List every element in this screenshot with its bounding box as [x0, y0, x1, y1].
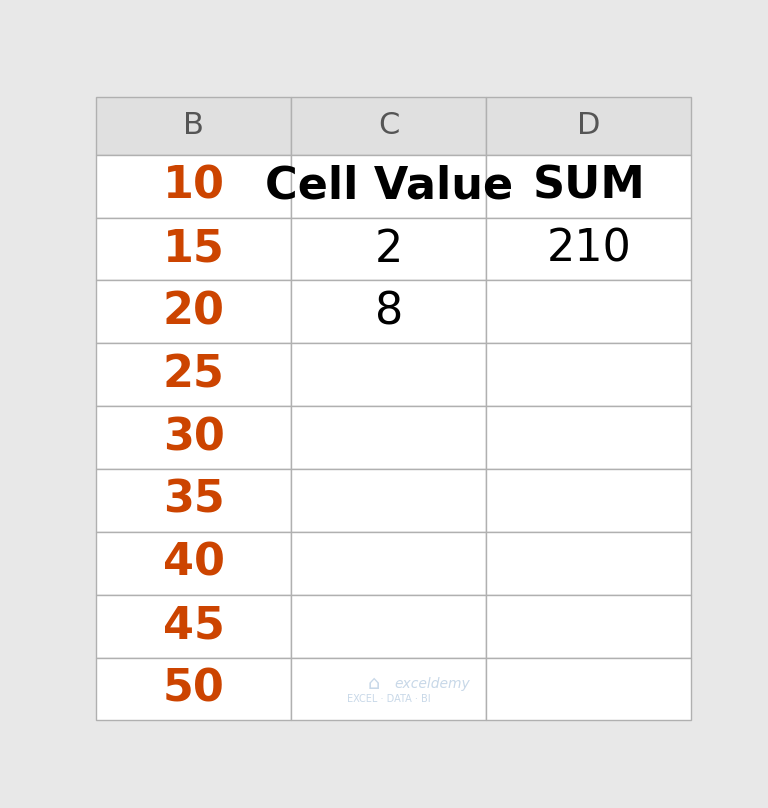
- Text: ⌂: ⌂: [368, 675, 380, 693]
- Text: B: B: [184, 112, 204, 141]
- Bar: [96, 469, 291, 532]
- Bar: [291, 155, 486, 217]
- Text: 30: 30: [163, 416, 224, 459]
- Bar: [96, 532, 291, 595]
- Bar: [291, 406, 486, 469]
- Text: Cell Value: Cell Value: [265, 165, 513, 208]
- Text: C: C: [378, 112, 399, 141]
- Text: 210: 210: [546, 228, 631, 271]
- Bar: [486, 532, 691, 595]
- Bar: [486, 97, 691, 155]
- Text: 10: 10: [163, 165, 224, 208]
- Text: 2: 2: [375, 228, 403, 271]
- Bar: [486, 343, 691, 406]
- Bar: [291, 469, 486, 532]
- Text: 50: 50: [163, 667, 224, 710]
- Bar: [96, 155, 291, 217]
- Bar: [96, 406, 291, 469]
- Bar: [486, 406, 691, 469]
- Bar: [291, 97, 486, 155]
- Bar: [96, 658, 291, 721]
- Bar: [291, 280, 486, 343]
- Bar: [291, 595, 486, 658]
- Text: 45: 45: [163, 604, 224, 647]
- Bar: [291, 532, 486, 595]
- Bar: [96, 97, 291, 155]
- Bar: [96, 595, 291, 658]
- Text: SUM: SUM: [532, 165, 645, 208]
- Text: D: D: [577, 112, 601, 141]
- Bar: [291, 658, 486, 721]
- Text: exceldemy: exceldemy: [395, 677, 471, 691]
- Bar: [291, 217, 486, 280]
- Bar: [486, 469, 691, 532]
- Bar: [486, 595, 691, 658]
- Bar: [486, 155, 691, 217]
- Text: 35: 35: [163, 479, 224, 522]
- Bar: [96, 343, 291, 406]
- Bar: [96, 217, 291, 280]
- Bar: [486, 658, 691, 721]
- Text: 15: 15: [163, 228, 224, 271]
- Text: 8: 8: [375, 290, 403, 334]
- Text: 20: 20: [163, 290, 224, 334]
- Bar: [486, 217, 691, 280]
- Bar: [486, 280, 691, 343]
- Bar: [291, 343, 486, 406]
- Text: EXCEL · DATA · BI: EXCEL · DATA · BI: [347, 694, 431, 704]
- Bar: [96, 280, 291, 343]
- Text: 40: 40: [163, 542, 224, 585]
- Text: 25: 25: [163, 353, 224, 396]
